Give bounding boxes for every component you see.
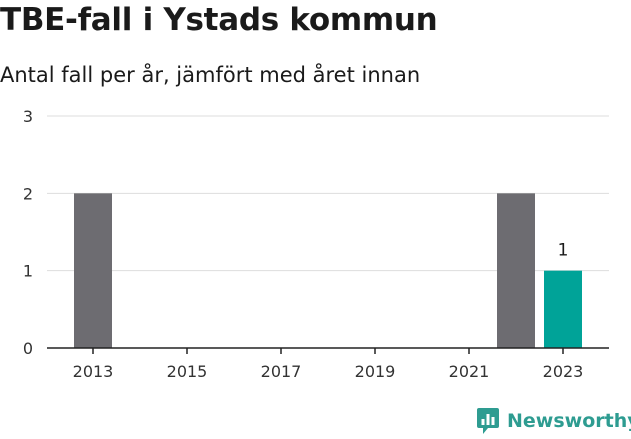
newsworthy-brand: Newsworthy — [476, 407, 631, 435]
x-tick-label: 2021 — [449, 362, 490, 381]
y-tick-label: 2 — [23, 184, 33, 203]
y-tick-label: 1 — [23, 262, 33, 281]
x-tick-label: 2017 — [261, 362, 302, 381]
brand-name: Newsworthy — [507, 410, 631, 432]
bar-2022 — [497, 193, 535, 348]
bar-chart: 0 1 2 3 2013 2015 2017 2019 2021 2023 1 — [23, 107, 609, 381]
x-tick-label: 2013 — [73, 362, 114, 381]
x-tick-label: 2015 — [167, 362, 208, 381]
x-tick-label: 2023 — [543, 362, 584, 381]
data-label: 1 — [558, 241, 569, 261]
y-tick-label: 3 — [23, 107, 33, 126]
chart-title: TBE-fall i Ystads kommun — [0, 2, 438, 38]
bar-2013 — [74, 193, 112, 348]
x-tick-label: 2019 — [355, 362, 396, 381]
y-tick-label: 0 — [23, 339, 33, 358]
newsworthy-logo-icon — [477, 408, 499, 434]
bar-2023 — [544, 270, 582, 348]
chart-subtitle: Antal fall per år, jämfört med året inna… — [0, 63, 421, 87]
